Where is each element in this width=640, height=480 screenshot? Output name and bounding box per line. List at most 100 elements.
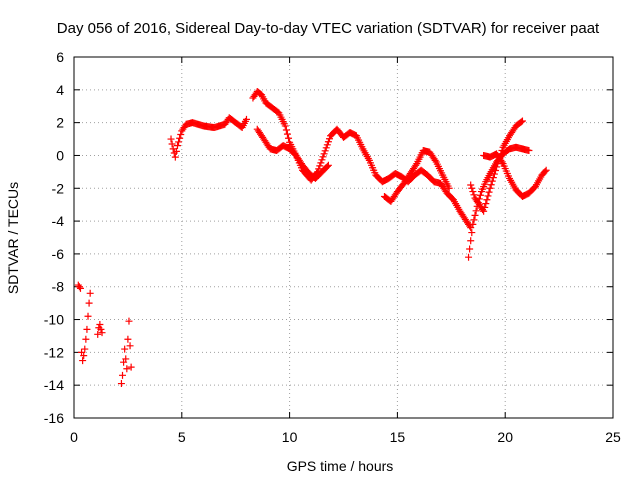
data-point [317,159,325,167]
data-point [467,181,475,189]
data-point [525,147,533,155]
data-point [127,363,135,371]
data-point [125,317,133,325]
x-tick-label: 0 [70,429,78,445]
data-point [324,138,332,146]
data-point [476,191,484,199]
data-point [471,211,479,219]
data-point [83,325,91,333]
y-tick-label: 6 [56,49,64,65]
data-point [517,118,525,126]
data-point [79,357,87,365]
data-point [325,135,333,143]
data-point [320,150,328,158]
y-tick-label: -12 [44,344,64,360]
plot-frame [73,56,614,419]
grid-lines [74,57,613,418]
data-point [97,325,105,333]
data-point [469,188,477,196]
x-tick-label: 5 [178,429,186,445]
y-tick-label: -8 [52,279,65,295]
data-point [542,166,550,174]
data-point [318,156,326,164]
data-point [119,371,127,379]
y-tick-label: 4 [56,82,64,98]
data-point [323,141,331,149]
y-tick-label: -16 [44,410,64,426]
data-point [75,283,83,291]
x-tick-label: 20 [497,429,513,445]
data-point [168,140,176,148]
data-point [518,117,526,125]
data-point [445,184,453,192]
chart-title: Day 056 of 2016, Sidereal Day-to-day VTE… [57,20,600,37]
data-point [468,229,476,237]
data-point [468,184,476,192]
data-point [322,144,330,152]
data-point [498,147,506,155]
data-point [481,203,489,211]
y-axis-label: SDTVAR / TECUs [5,182,21,294]
data-point [76,284,84,292]
series-early-c [117,317,135,388]
data-point [283,130,291,138]
data-point [466,245,474,253]
data-point [84,312,92,320]
series-early-a [74,281,94,365]
data-point [472,207,480,215]
x-axis-label: GPS time / hours [287,458,394,474]
data-point [491,166,499,174]
y-tick-label: -6 [52,246,65,262]
y-tick-label: 2 [56,115,64,131]
data-point [167,135,175,143]
data-point [85,299,93,307]
data-point [315,165,323,173]
data-point [285,134,293,142]
axis-ticks: 0 5 10 15 20 25 -16 -14 -12 -10 -8 -6 -4 -2 0 2 4 6 [44,49,621,445]
data-point [94,330,102,338]
data-points [74,87,550,388]
data-point [281,122,289,130]
series-track-3 [253,125,332,182]
data-point [484,192,492,200]
data-point [98,329,106,337]
data-point [319,153,327,161]
data-point [323,162,331,170]
series-early-b [94,320,106,338]
data-point [324,161,332,169]
series-track-2 [249,87,475,232]
data-point [177,131,185,139]
data-point [172,147,180,155]
data-point [176,134,184,142]
data-point [488,177,496,185]
data-point [482,200,490,208]
series-track-6 [467,117,526,215]
data-point [96,320,104,328]
y-tick-label: -2 [52,180,65,196]
data-point [80,352,88,360]
series-track-1 [167,114,250,161]
data-point [470,191,478,199]
data-point [486,184,494,192]
series-track-7 [480,150,550,200]
data-point [316,162,324,170]
y-tick-label: -14 [44,377,64,393]
series-track-4 [380,147,453,205]
data-point [431,156,439,164]
y-tick-label: -4 [52,213,65,229]
x-tick-label: 10 [282,429,298,445]
data-point [480,207,488,215]
data-point [541,167,549,175]
data-point [126,342,134,350]
data-point [121,345,129,353]
data-point [86,289,94,297]
y-tick-label: 0 [56,147,64,163]
data-point [412,161,420,169]
data-point [242,115,250,123]
data-point [469,220,477,228]
data-point [81,345,89,353]
data-point [490,170,498,178]
data-point [124,335,132,343]
x-tick-label: 15 [390,429,406,445]
